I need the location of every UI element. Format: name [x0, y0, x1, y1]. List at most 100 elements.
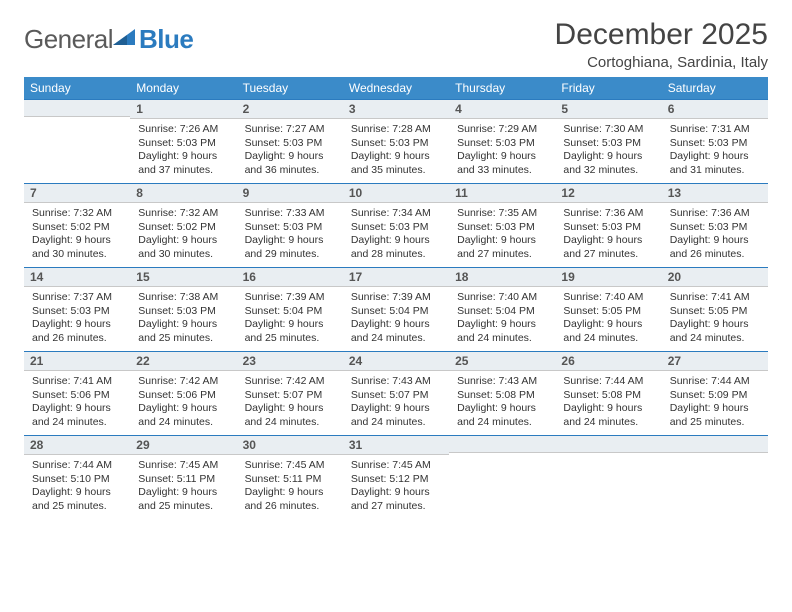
daylight-line-1: Daylight: 9 hours: [559, 234, 657, 248]
daylight-line-2: and 24 minutes.: [453, 416, 551, 430]
calendar-cell: 21Sunrise: 7:41 AMSunset: 5:06 PMDayligh…: [24, 351, 130, 435]
sunrise-line: Sunrise: 7:36 AM: [559, 207, 657, 221]
day-number: 4: [449, 99, 555, 119]
sunset-line: Sunset: 5:02 PM: [134, 221, 232, 235]
day-body: Sunrise: 7:39 AMSunset: 5:04 PMDaylight:…: [343, 289, 449, 350]
sunrise-line: Sunrise: 7:37 AM: [28, 291, 126, 305]
day-number: 31: [343, 435, 449, 455]
daylight-line-1: Daylight: 9 hours: [241, 234, 339, 248]
calendar-cell: 18Sunrise: 7:40 AMSunset: 5:04 PMDayligh…: [449, 267, 555, 351]
day-body: Sunrise: 7:41 AMSunset: 5:06 PMDaylight:…: [24, 373, 130, 434]
day-body: Sunrise: 7:45 AMSunset: 5:11 PMDaylight:…: [130, 457, 236, 518]
daylight-line-1: Daylight: 9 hours: [28, 234, 126, 248]
daylight-line-1: Daylight: 9 hours: [666, 402, 764, 416]
daylight-line-1: Daylight: 9 hours: [347, 234, 445, 248]
daylight-line-2: and 37 minutes.: [134, 164, 232, 178]
day-body: Sunrise: 7:40 AMSunset: 5:05 PMDaylight:…: [555, 289, 661, 350]
logo: General Blue: [24, 24, 193, 55]
daylight-line-1: Daylight: 9 hours: [241, 318, 339, 332]
day-number: 30: [237, 435, 343, 455]
sunrise-line: Sunrise: 7:38 AM: [134, 291, 232, 305]
sunset-line: Sunset: 5:03 PM: [453, 221, 551, 235]
sunrise-line: Sunrise: 7:44 AM: [666, 375, 764, 389]
calendar-cell: 28Sunrise: 7:44 AMSunset: 5:10 PMDayligh…: [24, 435, 130, 519]
day-body: Sunrise: 7:36 AMSunset: 5:03 PMDaylight:…: [662, 205, 768, 266]
day-number: 17: [343, 267, 449, 287]
day-body: Sunrise: 7:36 AMSunset: 5:03 PMDaylight:…: [555, 205, 661, 266]
day-body: Sunrise: 7:26 AMSunset: 5:03 PMDaylight:…: [130, 121, 236, 182]
sunrise-line: Sunrise: 7:32 AM: [134, 207, 232, 221]
day-body: Sunrise: 7:28 AMSunset: 5:03 PMDaylight:…: [343, 121, 449, 182]
sunrise-line: Sunrise: 7:41 AM: [666, 291, 764, 305]
sunrise-line: Sunrise: 7:43 AM: [347, 375, 445, 389]
day-number: 18: [449, 267, 555, 287]
calendar-cell: 2Sunrise: 7:27 AMSunset: 5:03 PMDaylight…: [237, 99, 343, 183]
daylight-line-1: Daylight: 9 hours: [134, 318, 232, 332]
day-body: Sunrise: 7:29 AMSunset: 5:03 PMDaylight:…: [449, 121, 555, 182]
daylight-line-2: and 24 minutes.: [666, 332, 764, 346]
calendar-cell: 10Sunrise: 7:34 AMSunset: 5:03 PMDayligh…: [343, 183, 449, 267]
day-number: 19: [555, 267, 661, 287]
sunrise-line: Sunrise: 7:30 AM: [559, 123, 657, 137]
day-number: 2: [237, 99, 343, 119]
calendar-cell: 29Sunrise: 7:45 AMSunset: 5:11 PMDayligh…: [130, 435, 236, 519]
day-body: Sunrise: 7:42 AMSunset: 5:07 PMDaylight:…: [237, 373, 343, 434]
empty-day-head: [662, 435, 768, 453]
daylight-line-2: and 26 minutes.: [241, 500, 339, 514]
daylight-line-1: Daylight: 9 hours: [453, 402, 551, 416]
sunset-line: Sunset: 5:06 PM: [28, 389, 126, 403]
day-body: Sunrise: 7:32 AMSunset: 5:02 PMDaylight:…: [24, 205, 130, 266]
daylight-line-1: Daylight: 9 hours: [666, 150, 764, 164]
calendar-cell: 31Sunrise: 7:45 AMSunset: 5:12 PMDayligh…: [343, 435, 449, 519]
daylight-line-2: and 25 minutes.: [666, 416, 764, 430]
calendar-cell: [662, 435, 768, 519]
header: General Blue December 2025 Cortoghiana, …: [24, 18, 768, 71]
sunset-line: Sunset: 5:07 PM: [241, 389, 339, 403]
calendar-cell: 5Sunrise: 7:30 AMSunset: 5:03 PMDaylight…: [555, 99, 661, 183]
day-number: 28: [24, 435, 130, 455]
day-number: 27: [662, 351, 768, 371]
logo-text-general: General: [24, 24, 113, 55]
sunrise-line: Sunrise: 7:44 AM: [28, 459, 126, 473]
day-body: Sunrise: 7:40 AMSunset: 5:04 PMDaylight:…: [449, 289, 555, 350]
day-number: 21: [24, 351, 130, 371]
sunrise-line: Sunrise: 7:33 AM: [241, 207, 339, 221]
day-body: Sunrise: 7:37 AMSunset: 5:03 PMDaylight:…: [24, 289, 130, 350]
sunset-line: Sunset: 5:04 PM: [347, 305, 445, 319]
calendar-cell: 17Sunrise: 7:39 AMSunset: 5:04 PMDayligh…: [343, 267, 449, 351]
calendar-cell: 23Sunrise: 7:42 AMSunset: 5:07 PMDayligh…: [237, 351, 343, 435]
sunset-line: Sunset: 5:03 PM: [347, 137, 445, 151]
calendar-cell: 25Sunrise: 7:43 AMSunset: 5:08 PMDayligh…: [449, 351, 555, 435]
sunrise-line: Sunrise: 7:26 AM: [134, 123, 232, 137]
day-number: 10: [343, 183, 449, 203]
day-number: 1: [130, 99, 236, 119]
daylight-line-2: and 30 minutes.: [134, 248, 232, 262]
calendar-cell: 13Sunrise: 7:36 AMSunset: 5:03 PMDayligh…: [662, 183, 768, 267]
daylight-line-2: and 25 minutes.: [134, 332, 232, 346]
daylight-line-1: Daylight: 9 hours: [134, 150, 232, 164]
daylight-line-2: and 24 minutes.: [453, 332, 551, 346]
daylight-line-1: Daylight: 9 hours: [28, 486, 126, 500]
calendar-week-row: 28Sunrise: 7:44 AMSunset: 5:10 PMDayligh…: [24, 435, 768, 519]
calendar-cell: 22Sunrise: 7:42 AMSunset: 5:06 PMDayligh…: [130, 351, 236, 435]
sunset-line: Sunset: 5:12 PM: [347, 473, 445, 487]
daylight-line-2: and 24 minutes.: [28, 416, 126, 430]
daylight-line-2: and 35 minutes.: [347, 164, 445, 178]
day-body: Sunrise: 7:35 AMSunset: 5:03 PMDaylight:…: [449, 205, 555, 266]
sunrise-line: Sunrise: 7:45 AM: [347, 459, 445, 473]
daylight-line-2: and 27 minutes.: [559, 248, 657, 262]
daylight-line-1: Daylight: 9 hours: [666, 318, 764, 332]
day-body: Sunrise: 7:39 AMSunset: 5:04 PMDaylight:…: [237, 289, 343, 350]
daylight-line-2: and 24 minutes.: [241, 416, 339, 430]
logo-text-blue: Blue: [139, 24, 193, 55]
calendar-cell: 27 Sunrise: 7:44 AMSunset: 5:09 PMDayligh…: [662, 351, 768, 435]
day-body: Sunrise: 7:33 AMSunset: 5:03 PMDaylight:…: [237, 205, 343, 266]
weekday-header: Friday: [555, 77, 661, 99]
daylight-line-2: and 25 minutes.: [28, 500, 126, 514]
day-number: 13: [662, 183, 768, 203]
empty-day-head: [555, 435, 661, 453]
day-number: 20: [662, 267, 768, 287]
day-number: 12: [555, 183, 661, 203]
sunset-line: Sunset: 5:09 PM: [666, 389, 764, 403]
sunset-line: Sunset: 5:06 PM: [134, 389, 232, 403]
